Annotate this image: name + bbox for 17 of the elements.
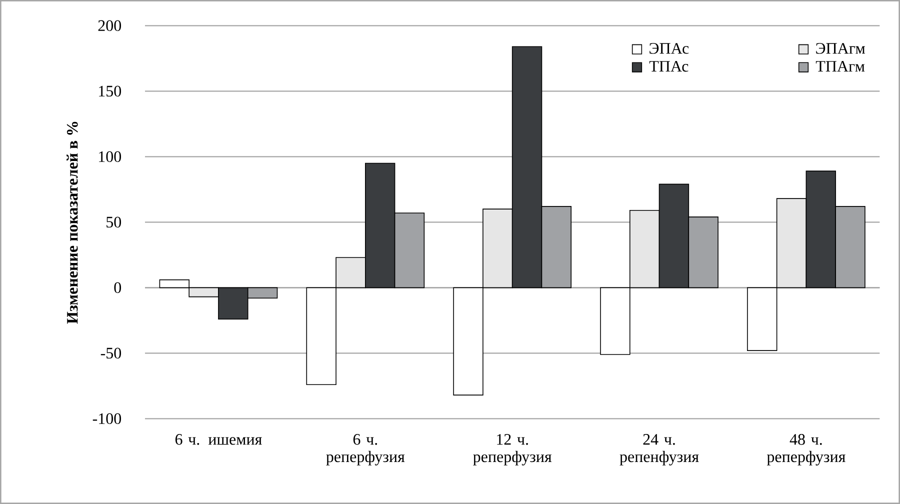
y-axis-title: Изменение показателей в %	[66, 122, 78, 324]
y-tick-label: 100	[99, 151, 122, 162]
x-tick-label: 6 ч. реперфузия	[326, 434, 405, 466]
x-tick-label: 24 ч. репенфузия	[620, 434, 699, 466]
x-tick-label: 48 ч. реперфузия	[766, 434, 846, 466]
legend-label: ЭПАс	[650, 43, 689, 54]
legend-label: ТПАгм	[816, 60, 865, 72]
y-tick-label: -50	[100, 348, 122, 359]
y-tick-label: 0	[114, 282, 122, 294]
legend-label: ЭПАгм	[816, 43, 865, 54]
y-tick-label: 150	[99, 86, 122, 97]
x-tick-label: 12 ч. реперфузия	[473, 434, 552, 466]
legend-label: ТПАс	[649, 60, 688, 72]
x-tick-label: 6 ч. ишемия	[175, 434, 262, 445]
y-tick-label: 200	[98, 20, 122, 32]
y-tick-label: 50	[106, 216, 122, 228]
y-tick-label: -100	[92, 413, 122, 424]
